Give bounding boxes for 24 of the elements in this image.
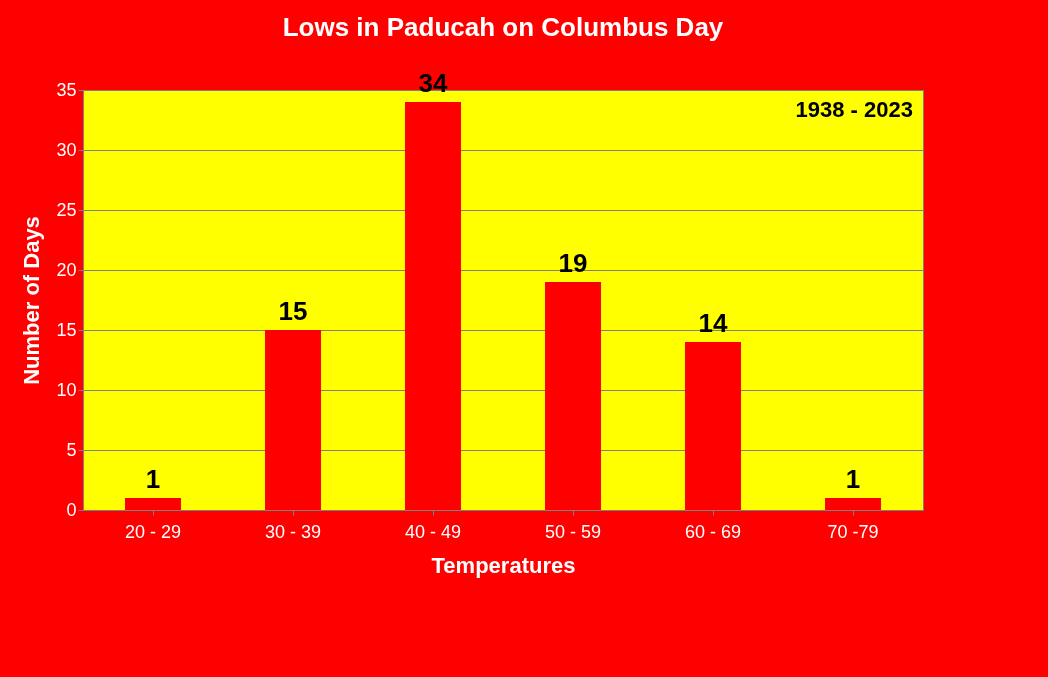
x-tick-label: 60 - 69 bbox=[684, 521, 742, 542]
x-tick-label: 40 - 49 bbox=[404, 521, 462, 542]
y-tick-label: 5 bbox=[66, 439, 77, 460]
y-axis-title: Number of Days bbox=[19, 216, 45, 385]
x-tick-label: 50 - 59 bbox=[544, 521, 602, 542]
y-tick-label: 25 bbox=[56, 199, 77, 220]
chart-title: Lows in Paducah on Columbus Day bbox=[282, 12, 724, 42]
y-tick-label: 30 bbox=[56, 139, 77, 160]
x-tick-label: 20 - 29 bbox=[124, 521, 182, 542]
data-label: 19 bbox=[558, 248, 588, 278]
annotation: 1938 - 2023 bbox=[795, 97, 913, 122]
y-tick-label: 35 bbox=[56, 79, 77, 100]
x-tick-label: 70 -79 bbox=[827, 521, 879, 542]
data-label: 15 bbox=[278, 296, 308, 326]
data-label: 14 bbox=[698, 308, 728, 338]
data-label: 34 bbox=[418, 68, 448, 98]
y-tick-label: 0 bbox=[66, 499, 77, 520]
data-label: 1 bbox=[145, 464, 161, 494]
data-label: 1 bbox=[845, 464, 861, 494]
x-axis-title: Temperatures bbox=[431, 552, 576, 578]
y-tick-label: 20 bbox=[56, 259, 77, 280]
y-tick-label: 15 bbox=[56, 319, 77, 340]
y-tick-label: 10 bbox=[56, 379, 77, 400]
x-tick-label: 30 - 39 bbox=[264, 521, 322, 542]
